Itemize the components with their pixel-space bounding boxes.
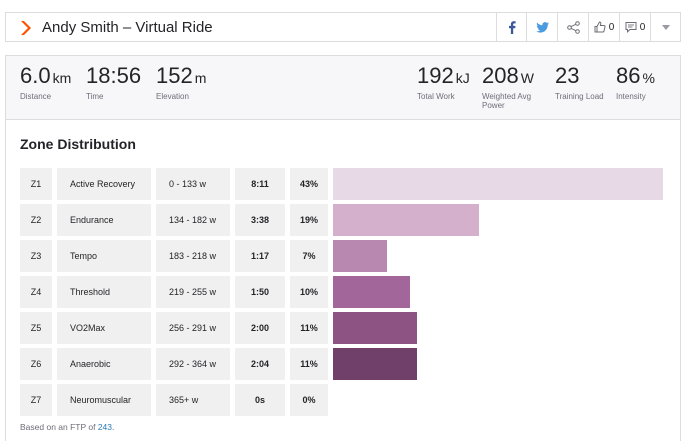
zone-percent: 7% [290,240,328,272]
zone-bar [333,168,663,200]
zone-percent: 19% [290,204,328,236]
zone-percent: 11% [290,312,328,344]
zone-range: 256 - 291 w [156,312,230,344]
stat-training-load: 23 Training Load [555,63,604,101]
zone-name: Active Recovery [57,168,151,200]
twitter-icon [535,21,549,33]
stats-bar: 6.0 km Distance 18:56 Time 152 m Elevation… [6,56,680,120]
kudos-thumb-icon [594,21,606,33]
zone-bar [333,276,410,308]
zone-time: 2:04 [235,348,285,380]
facebook-icon [508,20,516,34]
stat-elevation: 152 m Elevation [156,63,207,101]
activity-header: Andy Smith – Virtual Ride 0 [5,12,681,42]
share-button[interactable] [557,13,588,41]
zone-range: 292 - 364 w [156,348,230,380]
zone-range: 219 - 255 w [156,276,230,308]
stat-total-work: 192 kJ Total Work [417,63,470,101]
stat-time: 18:56 Time [86,63,142,101]
zone-percent: 11% [290,348,328,380]
zone-percent: 10% [290,276,328,308]
comment-icon [625,22,637,33]
zone-code: Z4 [20,276,52,308]
zone-time: 2:00 [235,312,285,344]
zone-range: 183 - 218 w [156,240,230,272]
ftp-footnote: Based on an FTP of 243. [20,422,115,432]
zone-row: Z5 VO2Max 256 - 291 w 2:00 11% [20,312,670,344]
zone-row: Z1 Active Recovery 0 - 133 w 8:11 43% [20,168,670,200]
zone-range: 134 - 182 w [156,204,230,236]
zone-code: Z7 [20,384,52,416]
zone-code: Z6 [20,348,52,380]
zone-row: Z4 Threshold 219 - 255 w 1:50 10% [20,276,670,308]
strava-chevron-icon [21,21,31,35]
kudos-button[interactable]: 0 [588,13,619,41]
zone-bar [333,348,417,380]
ftp-value-link[interactable]: 243 [97,422,112,432]
zone-code: Z2 [20,204,52,236]
more-actions-dropdown[interactable] [650,13,680,41]
zone-row: Z3 Tempo 183 - 218 w 1:17 7% [20,240,670,272]
zone-bar [333,312,417,344]
zone-row: Z7 Neuromuscular 365+ w 0s 0% [20,384,670,416]
comment-button[interactable]: 0 [619,13,650,41]
activity-panel: 6.0 km Distance 18:56 Time 152 m Elevation… [5,55,681,441]
zone-name: VO2Max [57,312,151,344]
comment-count: 0 [639,21,646,33]
zone-bar [333,204,479,236]
zone-time: 8:11 [235,168,285,200]
zone-code: Z1 [20,168,52,200]
zone-name: Endurance [57,204,151,236]
dropdown-caret-icon [661,24,670,30]
zone-row: Z6 Anaerobic 292 - 364 w 2:04 11% [20,348,670,380]
zone-time: 0s [235,384,285,416]
zone-name: Neuromuscular [57,384,151,416]
stat-intensity: 86% Intensity [616,63,655,101]
zone-range: 365+ w [156,384,230,416]
zone-row: Z2 Endurance 134 - 182 w 3:38 19% [20,204,670,236]
zone-time: 1:17 [235,240,285,272]
zone-percent: 43% [290,168,328,200]
kudos-count: 0 [608,21,615,33]
zone-code: Z3 [20,240,52,272]
activity-title: Andy Smith – Virtual Ride [42,19,213,36]
zone-bar [333,240,387,272]
zone-name: Anaerobic [57,348,151,380]
stat-distance: 6.0 km Distance [20,63,72,101]
zone-time: 3:38 [235,204,285,236]
zone-percent: 0% [290,384,328,416]
zone-time: 1:50 [235,276,285,308]
zone-code: Z5 [20,312,52,344]
zone-distribution-title: Zone Distribution [20,136,136,152]
stat-weighted-avg-power: 208 W Weighted Avg Power [482,63,534,110]
zone-name: Tempo [57,240,151,272]
zone-name: Threshold [57,276,151,308]
header-actions: 0 0 [496,13,680,41]
share-icon [566,20,580,34]
zone-range: 0 - 133 w [156,168,230,200]
facebook-share-button[interactable] [496,13,526,41]
twitter-share-button[interactable] [526,13,557,41]
